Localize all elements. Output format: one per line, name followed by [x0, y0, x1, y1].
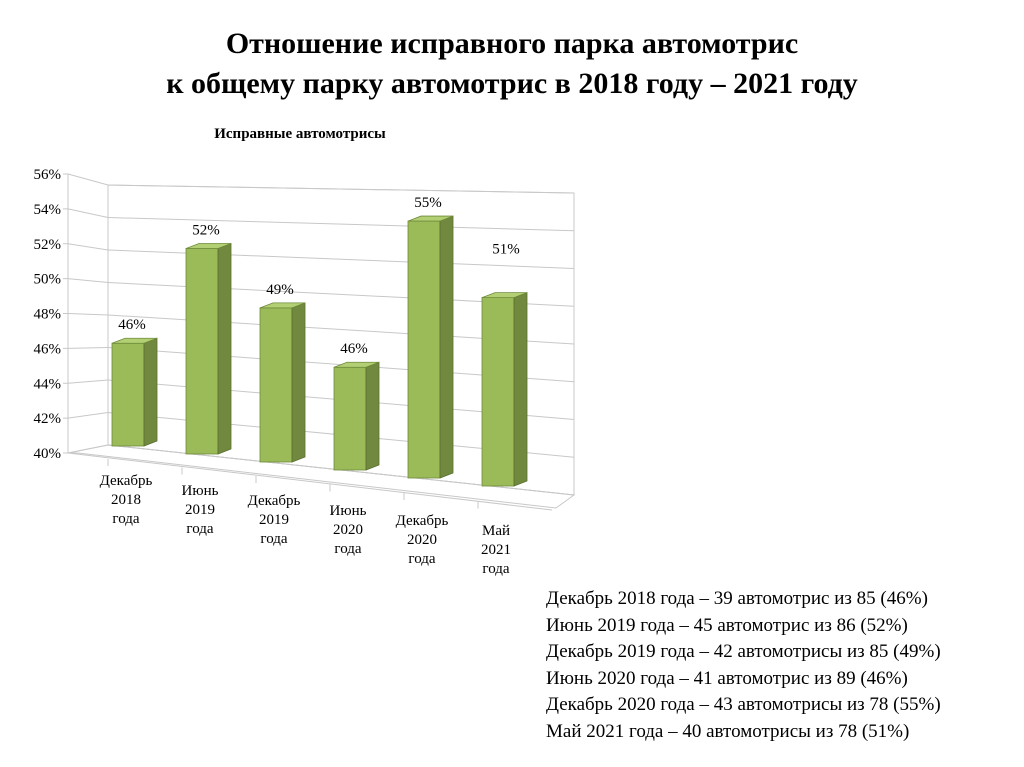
bar-top	[407, 215, 454, 222]
x-tick-label: года	[334, 541, 361, 557]
bar	[185, 242, 232, 455]
gridline-side	[67, 278, 109, 283]
gridline-side	[67, 313, 109, 316]
y-tick-label: 54%	[34, 202, 62, 218]
chart-bars: 46% 52% 49% 46% 55% 51%	[111, 195, 528, 487]
x-tick-label: 2019	[185, 502, 215, 518]
note-line: Май 2021 года – 40 автомотрисы из 78 (51…	[546, 720, 910, 742]
gridline	[107, 217, 575, 232]
page-title-line-1: Отношение исправного парка автомотрис	[225, 27, 799, 60]
x-tick-label: года	[112, 511, 139, 527]
y-tick-label: 46%	[34, 341, 62, 357]
note-line: Июнь 2020 года – 41 автомотрис из 89 (46…	[546, 667, 908, 689]
bar-side	[513, 292, 528, 487]
data-label: 46%	[340, 341, 368, 357]
data-label: 51%	[492, 242, 520, 258]
data-label: 55%	[414, 195, 442, 211]
page-title-line-2: к общему парку автомотрис в 2018 году – …	[166, 67, 858, 100]
gridline-side	[67, 444, 109, 454]
bar-front	[259, 307, 293, 463]
bar	[333, 361, 380, 471]
bar-top	[333, 361, 380, 368]
x-tick-label: 2020	[333, 522, 363, 538]
gridline-side	[67, 412, 109, 419]
x-axis-labels: Декабрь 2018 года Июнь 2019 года Декабрь 2019 го…	[100, 459, 511, 577]
x-tick-label: Июнь	[330, 503, 367, 519]
gridline-side	[67, 243, 109, 251]
gridline-side	[67, 347, 109, 349]
bar-side	[217, 242, 232, 455]
x-tick-label: года	[408, 551, 435, 567]
x-tick-label: года	[482, 561, 509, 577]
gridline-side	[67, 173, 109, 186]
chart-title: Исправные автомотрисы	[214, 126, 386, 142]
x-tick-label: 2020	[407, 532, 437, 548]
y-tick-label: 48%	[34, 307, 62, 323]
bar	[111, 337, 158, 447]
bar-front	[111, 342, 145, 447]
bar-side	[291, 302, 306, 463]
bar-side	[439, 215, 454, 479]
bar-side	[143, 337, 158, 447]
gridline	[107, 184, 575, 194]
gridline-side	[67, 208, 109, 218]
bar-front	[333, 366, 367, 471]
bar	[481, 292, 528, 487]
x-tick-label: 2021	[481, 542, 511, 558]
y-tick-label: 50%	[34, 272, 62, 288]
note-line: Декабрь 2020 года – 43 автомотрисы из 78…	[546, 694, 941, 715]
notes-list: Декабрь 2018 года – 39 автомотрис из 85 …	[546, 586, 941, 745]
x-tick-label: 2018	[111, 492, 141, 508]
y-tick-label: 44%	[34, 376, 62, 392]
x-tick-label: года	[186, 521, 213, 537]
bar-top	[481, 292, 528, 298]
x-tick-label: года	[260, 531, 287, 547]
y-tick-label: 42%	[34, 411, 62, 427]
bar-top	[185, 243, 232, 249]
y-tick-label: 52%	[34, 237, 62, 253]
x-tick-label: 2019	[259, 512, 289, 528]
x-tick-label: Декабрь	[396, 513, 449, 529]
floor-front-edge	[67, 452, 553, 511]
data-label: 49%	[266, 282, 294, 298]
note-line: Декабрь 2019 года – 42 автомотрисы из 85…	[546, 641, 941, 662]
bar-side	[365, 361, 380, 471]
bar-front	[407, 220, 441, 479]
bar	[259, 302, 306, 463]
x-tick-label: Июнь	[182, 483, 219, 499]
y-axis-ticks: 40% 42% 44% 46% 48% 50% 52% 54% 56%	[34, 167, 62, 462]
x-tick-label: Декабрь	[248, 493, 301, 509]
data-label: 52%	[192, 222, 220, 238]
y-tick-label: 56%	[34, 167, 62, 183]
bar-front	[481, 297, 515, 487]
bar-front	[185, 248, 219, 455]
note-line: Июнь 2019 года – 45 автомотрис из 86 (52…	[546, 614, 908, 636]
data-label: 46%	[118, 317, 146, 333]
x-tick-label: Май	[482, 523, 510, 539]
bar	[407, 215, 454, 479]
note-line: Декабрь 2018 года – 39 автомотрис из 85 …	[546, 588, 928, 609]
bar-top	[259, 302, 306, 309]
gridline-side	[67, 379, 109, 384]
x-tick-label: Декабрь	[100, 473, 153, 489]
page-title: Отношение исправного парка автомотрис к …	[0, 24, 1024, 104]
y-tick-label: 40%	[34, 446, 62, 462]
bar-top	[111, 337, 158, 344]
